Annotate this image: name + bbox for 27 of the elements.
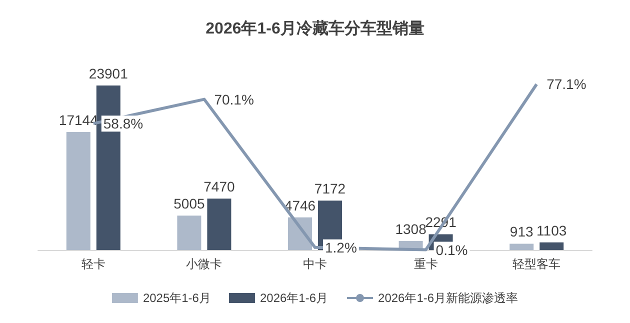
x-tick-label: 轻卡 (81, 257, 106, 271)
legend-label: 2026年1-6月 (260, 291, 328, 305)
data-label: 1308 (395, 221, 427, 237)
x-tick-label: 中卡 (303, 257, 327, 271)
x-tick-label: 重卡 (414, 257, 438, 271)
data-label: 70.1% (214, 91, 254, 108)
data-label: 58.8% (103, 116, 144, 132)
bar (207, 198, 232, 250)
data-label: 7172 (314, 180, 346, 197)
data-label: 23901 (88, 66, 128, 82)
bar (510, 244, 534, 250)
data-label: 1103 (536, 222, 567, 238)
data-label: 7470 (204, 178, 235, 195)
bar (66, 132, 90, 250)
x-tick-label: 小微卡 (186, 257, 222, 271)
data-label: 913 (510, 224, 534, 240)
bar (177, 216, 202, 250)
x-tick-label: 轻型客车 (512, 257, 561, 271)
data-label: 77.1% (546, 76, 586, 92)
data-label: 5005 (174, 196, 205, 212)
legend-label: 2026年1-6月新能源渗透率 (378, 291, 518, 305)
legend-label: 2025年1-6月 (142, 291, 211, 305)
bar (540, 242, 564, 250)
data-label: 4746 (284, 197, 316, 214)
data-label: 1.2% (325, 239, 357, 256)
chart-title: 2026年1-6月冷藏车分车型销量 (206, 20, 424, 38)
data-label: 0.1% (436, 242, 468, 258)
